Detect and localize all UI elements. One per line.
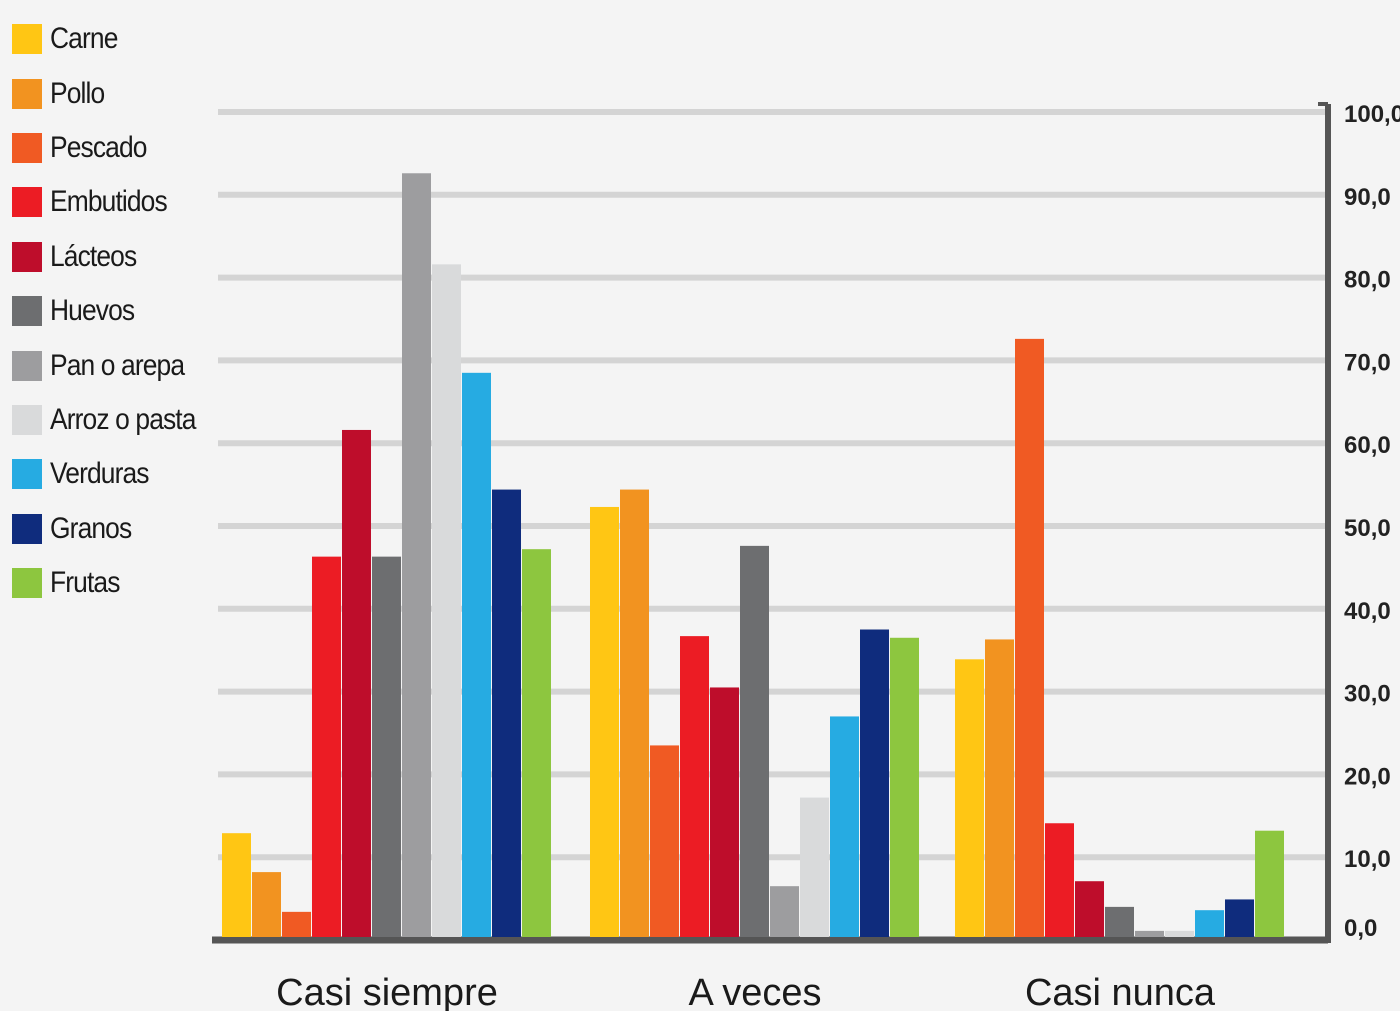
y-tick-label: 60,0 (1344, 432, 1391, 459)
bar (830, 716, 859, 937)
bar (1045, 823, 1074, 937)
x-tick-label: Casi siempre (276, 972, 498, 1011)
y-tick-label: 30,0 (1344, 681, 1391, 708)
bar (522, 549, 551, 937)
bar (432, 264, 461, 937)
bar (955, 659, 984, 937)
bar (282, 912, 311, 937)
bar (492, 490, 521, 937)
y-tick-label: 80,0 (1344, 267, 1391, 294)
bar (985, 639, 1014, 937)
y-tick-label: 10,0 (1344, 846, 1391, 873)
bar (462, 373, 491, 937)
x-tick-label: A veces (688, 972, 821, 1011)
y-tick-label: 20,0 (1344, 763, 1391, 790)
bar (710, 687, 739, 937)
bar (740, 546, 769, 937)
y-tick-label: 100,0 (1344, 101, 1400, 128)
bar (620, 490, 649, 937)
bar (860, 630, 889, 938)
y-tick-label: 70,0 (1344, 349, 1391, 376)
bar (590, 507, 619, 937)
bar (800, 798, 829, 937)
bar (680, 636, 709, 937)
bar (650, 745, 679, 937)
bar (1015, 339, 1044, 937)
bar (1105, 907, 1134, 937)
y-tick-label: 0,0 (1344, 915, 1377, 942)
bar (222, 833, 251, 937)
bar (770, 886, 799, 937)
y-tick-label: 90,0 (1344, 184, 1391, 211)
bar (372, 557, 401, 937)
bar (312, 557, 341, 937)
bar (342, 430, 371, 937)
bar (1225, 899, 1254, 937)
bar (1135, 931, 1164, 937)
bar (1195, 910, 1224, 937)
bar (252, 872, 281, 937)
bar (890, 638, 919, 937)
x-tick-label: Casi nunca (1025, 972, 1216, 1011)
bar (402, 173, 431, 937)
y-tick-label: 50,0 (1344, 515, 1391, 542)
bar (1165, 931, 1194, 937)
bar (1255, 831, 1284, 937)
y-tick-label: 40,0 (1344, 598, 1391, 625)
bar (1075, 881, 1104, 937)
